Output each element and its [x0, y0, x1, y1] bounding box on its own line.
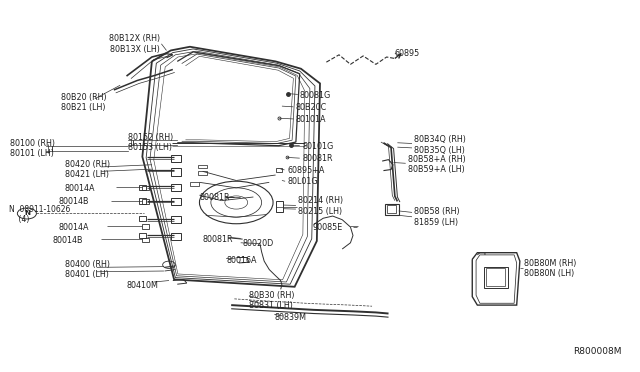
Text: 80101G: 80101G	[302, 142, 333, 151]
Bar	[387, 205, 396, 214]
Text: N: N	[24, 211, 30, 217]
Text: 80081G: 80081G	[300, 91, 331, 100]
Bar	[139, 198, 146, 203]
Text: 80020D: 80020D	[243, 240, 274, 248]
Text: 80014A: 80014A	[59, 222, 89, 231]
Bar	[171, 198, 181, 205]
Bar	[484, 267, 508, 288]
Text: 80016A: 80016A	[226, 256, 257, 264]
Bar	[190, 182, 199, 186]
Text: 80839M: 80839M	[275, 313, 307, 322]
Text: 60895+A: 60895+A	[287, 166, 324, 175]
Text: 80014B: 80014B	[59, 197, 89, 206]
Bar	[142, 186, 148, 190]
Text: 80100 (RH)
80101 (LH): 80100 (RH) 80101 (LH)	[10, 139, 56, 158]
Bar	[276, 168, 282, 172]
Bar	[276, 201, 284, 212]
Text: 80214 (RH)
80215 (LH): 80214 (RH) 80215 (LH)	[298, 196, 343, 216]
Text: 80B58 (RH)
81859 (LH): 80B58 (RH) 81859 (LH)	[414, 208, 460, 227]
Text: 80014A: 80014A	[65, 185, 95, 193]
Bar	[171, 169, 181, 176]
Bar	[171, 155, 181, 162]
Text: 60895: 60895	[395, 49, 420, 58]
Bar	[171, 184, 181, 191]
Text: 80014B: 80014B	[52, 236, 83, 245]
Bar	[171, 216, 181, 223]
Bar	[139, 233, 146, 238]
Bar	[142, 224, 148, 229]
Bar	[142, 199, 148, 203]
Text: 80L01G: 80L01G	[287, 177, 317, 186]
Text: 80152 (RH)
80153 (LH): 80152 (RH) 80153 (LH)	[129, 133, 173, 153]
Text: 80081R: 80081R	[200, 193, 230, 202]
Bar	[486, 268, 505, 286]
Text: 80400 (RH)
80401 (LH): 80400 (RH) 80401 (LH)	[65, 260, 110, 279]
Text: 80081R: 80081R	[203, 235, 233, 244]
Bar	[139, 185, 146, 190]
Text: 80B12X (RH)
80B13X (LH): 80B12X (RH) 80B13X (LH)	[109, 34, 160, 54]
Bar	[385, 203, 399, 215]
Bar	[198, 171, 207, 175]
Text: 80B30 (RH)
80831 (LH): 80B30 (RH) 80831 (LH)	[249, 291, 294, 310]
Text: 80410M: 80410M	[127, 281, 158, 290]
Text: N  08911-10626
    (4): N 08911-10626 (4)	[9, 205, 70, 224]
Text: 80B58+A (RH)
80B59+A (LH): 80B58+A (RH) 80B59+A (LH)	[408, 155, 465, 174]
Text: R800008M: R800008M	[573, 347, 621, 356]
Text: 80B34Q (RH)
80B35Q (LH): 80B34Q (RH) 80B35Q (LH)	[414, 135, 466, 155]
Text: 90085E: 90085E	[312, 222, 342, 231]
Text: 80B20 (RH)
80B21 (LH): 80B20 (RH) 80B21 (LH)	[61, 93, 107, 112]
Text: 80B20C: 80B20C	[296, 103, 327, 112]
Text: 80081R: 80081R	[302, 154, 333, 163]
Bar	[198, 165, 207, 169]
Text: 80101A: 80101A	[296, 115, 326, 124]
Bar	[139, 216, 146, 221]
Text: 80420 (RH)
80421 (LH): 80420 (RH) 80421 (LH)	[65, 160, 110, 179]
Bar	[142, 238, 148, 242]
Bar	[171, 233, 181, 240]
Text: 80B80M (RH)
80B80N (LH): 80B80M (RH) 80B80N (LH)	[524, 259, 577, 278]
